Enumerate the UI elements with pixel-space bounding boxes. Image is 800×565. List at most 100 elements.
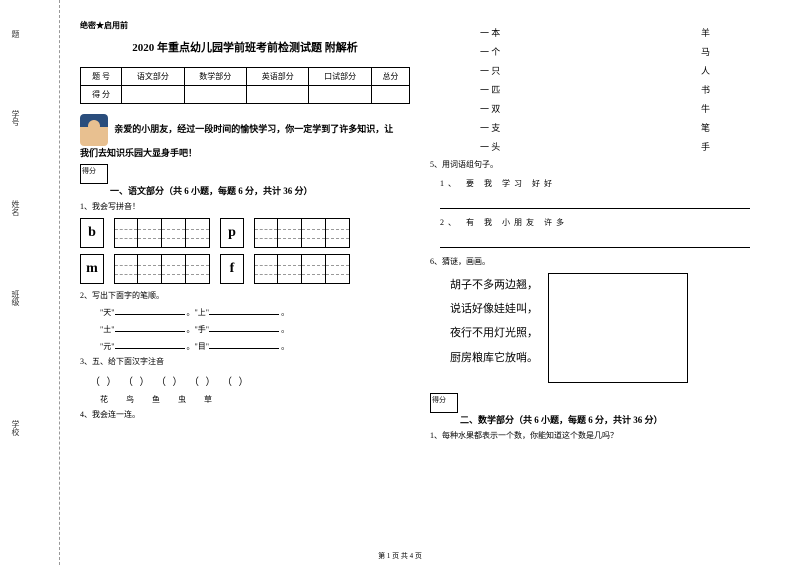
stroke-line: "土" 。"手" 。	[100, 322, 410, 335]
cell	[371, 86, 409, 104]
grid-cell	[186, 254, 210, 284]
sentence-words: 2、 有 我 小朋友 许多	[440, 217, 760, 228]
intro-block: 亲爱的小朋友，经过一段时间的愉快学习，你一定学到了许多知识，让	[80, 114, 410, 146]
match-row: 一 双牛	[430, 102, 760, 115]
match-row: 一 匹书	[430, 83, 760, 96]
char: "天"	[100, 308, 115, 317]
grid-cell	[162, 218, 186, 248]
pinyin-grid	[254, 254, 350, 284]
cartoon-child-icon	[80, 114, 108, 146]
grid-cell	[326, 254, 350, 284]
match-right: 人	[701, 64, 710, 77]
grid-cell	[254, 254, 278, 284]
match-right: 手	[701, 140, 710, 153]
match-row: 一 本羊	[430, 26, 760, 39]
confidential-label: 绝密★启用前	[80, 20, 410, 31]
char: "土"	[100, 325, 115, 334]
letter-f: f	[220, 254, 244, 284]
score-summary-table: 题 号 语文部分 数学部分 英语部分 口试部分 总分 得 分	[80, 67, 410, 104]
pinyin-row: b p	[80, 218, 410, 248]
right-column: 一 本羊 一 个马 一 只人 一 匹书 一 双牛 一 支笔 一 头手 5、用词语…	[420, 20, 770, 555]
cell: 得 分	[81, 86, 122, 104]
cell	[247, 86, 309, 104]
match-right: 笔	[701, 121, 710, 134]
match-left: 一 只	[480, 64, 500, 77]
grid-cell	[114, 254, 138, 284]
match-left: 一 本	[480, 26, 500, 39]
cell: 数学部分	[184, 68, 246, 86]
section-2-title: 二、数学部分（共 6 小题，每题 6 分，共计 36 分）	[460, 413, 760, 426]
match-left: 一 头	[480, 140, 500, 153]
riddle-poem: 胡子不多两边翘， 说话好像娃娃叫， 夜行不用灯光照， 厨房粮库它放哨。	[430, 273, 538, 383]
cell	[122, 86, 184, 104]
left-column: 绝密★启用前 2020 年重点幼儿园学前班考前检测试题 附解析 题 号 语文部分…	[70, 20, 420, 555]
intro-text: 亲爱的小朋友，经过一段时间的愉快学习，你一定学到了许多知识，让	[114, 124, 393, 134]
cell: 总分	[371, 68, 409, 86]
match-right: 羊	[701, 26, 710, 39]
pinyin-row: m f	[80, 254, 410, 284]
question-1: 1、我会写拼音！	[80, 201, 410, 212]
pinyin-grid	[114, 218, 210, 248]
drawing-box	[548, 273, 688, 383]
riddle-block: 胡子不多两边翘， 说话好像娃娃叫， 夜行不用灯光照， 厨房粮库它放哨。	[430, 273, 760, 383]
grid-cell	[138, 218, 162, 248]
pinyin-grid	[254, 218, 350, 248]
answer-blank	[440, 236, 750, 248]
char: "元"	[100, 342, 115, 351]
blank	[115, 339, 185, 349]
cell	[184, 86, 246, 104]
match-left: 一 支	[480, 121, 500, 134]
match-left: 一 匹	[480, 83, 500, 96]
gutter-label: 学校	[10, 420, 21, 436]
match-row: 一 只人	[430, 64, 760, 77]
char: 。"目"	[187, 342, 210, 351]
grid-cell	[186, 218, 210, 248]
section-header: 得分 一、语文部分（共 6 小题，每题 6 分，共计 36 分）	[80, 164, 410, 197]
score-box: 得分	[430, 393, 458, 413]
poem-line: 夜行不用灯光照，	[450, 321, 538, 345]
intro-text: 我们去知识乐园大显身手吧！	[80, 146, 410, 160]
table-row: 题 号 语文部分 数学部分 英语部分 口试部分 总分	[81, 68, 410, 86]
match-left: 一 双	[480, 102, 500, 115]
letter-m: m	[80, 254, 104, 284]
cell: 口试部分	[309, 68, 371, 86]
math-question-1: 1、每种水果都表示一个数，你能知道这个数是几吗？	[430, 430, 760, 441]
stroke-line: "天" 。"上" 。	[100, 305, 410, 318]
word-row: 花 鸟 鱼 虫 草	[100, 394, 410, 405]
char: 。	[281, 308, 289, 317]
grid-cell	[254, 218, 278, 248]
question-2: 2、写出下面字的笔顺。	[80, 290, 410, 301]
gutter-label: 学号	[10, 110, 21, 126]
blank	[115, 305, 185, 315]
blank	[115, 322, 185, 332]
char: 。"手"	[187, 325, 210, 334]
grid-cell	[138, 254, 162, 284]
char: 。	[281, 342, 289, 351]
table-row: 得 分	[81, 86, 410, 104]
gutter-label: 题	[10, 30, 21, 38]
gutter-label: 姓名	[10, 200, 21, 216]
blank	[209, 305, 279, 315]
binding-gutter: 题 学号 姓名 班级 学校	[0, 0, 60, 565]
exam-title: 2020 年重点幼儿园学前班考前检测试题 附解析	[80, 39, 410, 55]
cell: 语文部分	[122, 68, 184, 86]
blank	[209, 339, 279, 349]
letter-p: p	[220, 218, 244, 248]
grid-cell	[114, 218, 138, 248]
poem-line: 厨房粮库它放哨。	[450, 346, 538, 370]
section-header: 得分 二、数学部分（共 6 小题，每题 6 分，共计 36 分）	[430, 393, 760, 426]
grid-cell	[278, 218, 302, 248]
match-left: 一 个	[480, 45, 500, 58]
page-footer: 第 1 页 共 4 页	[0, 551, 800, 561]
char: 。	[281, 325, 289, 334]
pinyin-grid	[114, 254, 210, 284]
poem-line: 说话好像娃娃叫，	[450, 297, 538, 321]
stroke-line: "元" 。"目" 。	[100, 339, 410, 352]
cell: 英语部分	[247, 68, 309, 86]
section-1-title: 一、语文部分（共 6 小题，每题 6 分，共计 36 分）	[110, 184, 410, 197]
question-3: 3、五、给下面汉字注音	[80, 356, 410, 367]
grid-cell	[162, 254, 186, 284]
answer-blank	[440, 197, 750, 209]
score-box: 得分	[80, 164, 108, 184]
cell: 题 号	[81, 68, 122, 86]
